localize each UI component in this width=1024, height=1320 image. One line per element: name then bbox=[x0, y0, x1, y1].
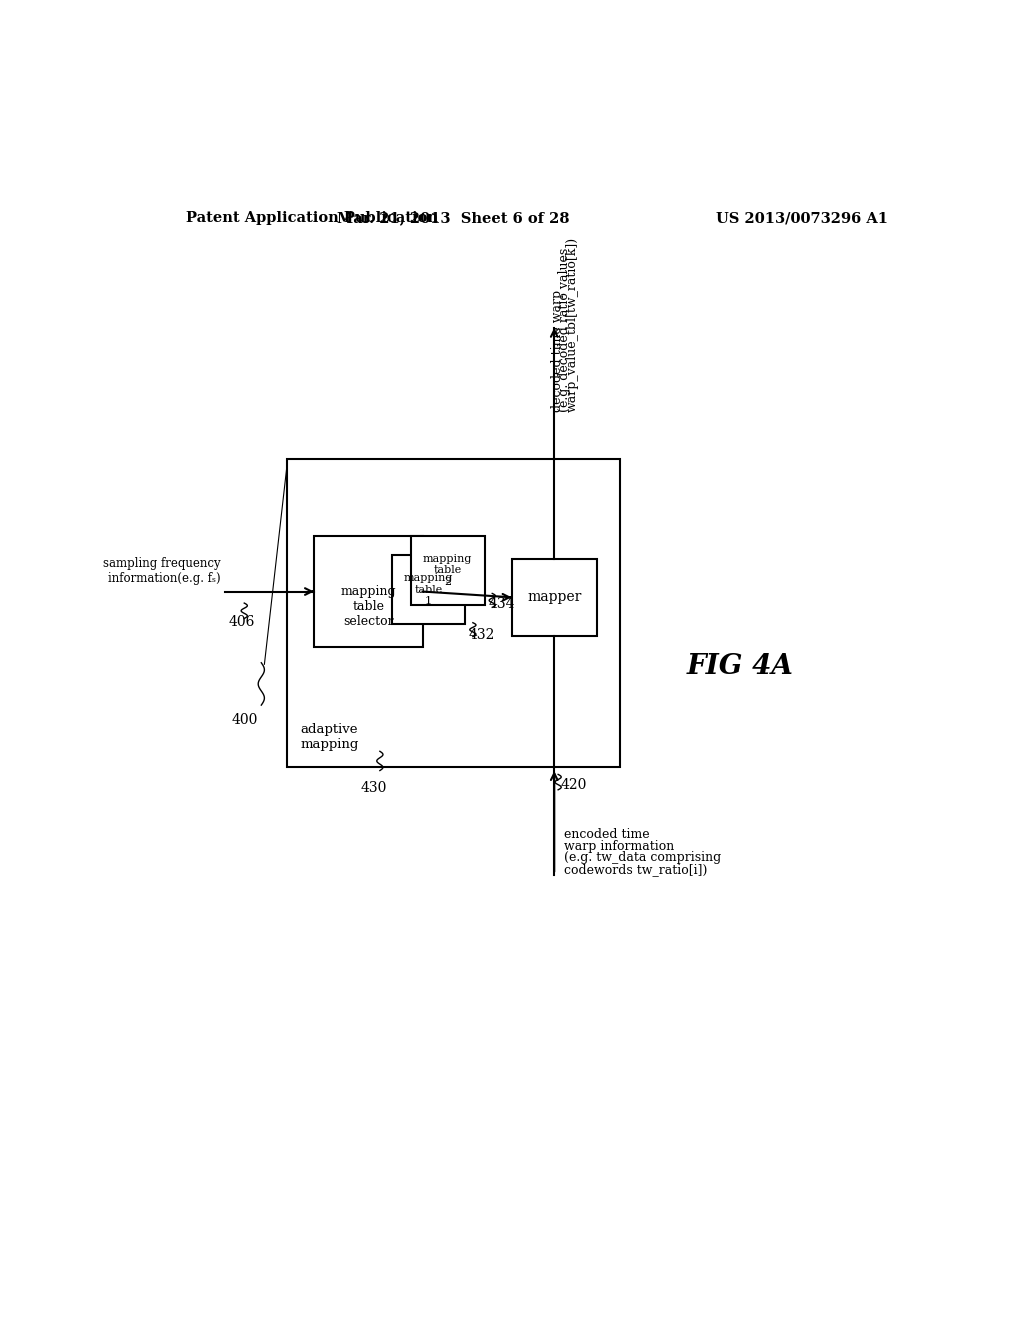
Text: mapping
table
2: mapping table 2 bbox=[423, 554, 472, 587]
Text: sampling frequency
information(e.g. fₛ): sampling frequency information(e.g. fₛ) bbox=[103, 557, 221, 585]
Text: encoded time: encoded time bbox=[563, 829, 649, 841]
Bar bbox=[391, 554, 465, 624]
Text: mapping
table
1: mapping table 1 bbox=[403, 573, 453, 606]
Bar bbox=[411, 536, 484, 605]
Text: warp_value_tbl[tw_ratio[k]): warp_value_tbl[tw_ratio[k]) bbox=[566, 238, 579, 412]
Text: mapper: mapper bbox=[527, 590, 582, 605]
Text: codewords tw_ratio[i]): codewords tw_ratio[i]) bbox=[563, 863, 707, 876]
Text: decoded time warp: decoded time warp bbox=[551, 290, 563, 412]
Text: 430: 430 bbox=[360, 780, 387, 795]
Text: 434: 434 bbox=[488, 597, 515, 611]
Text: (e.g. tw_data comprising: (e.g. tw_data comprising bbox=[563, 851, 721, 865]
Text: 406: 406 bbox=[228, 615, 255, 628]
Text: adaptive
mapping: adaptive mapping bbox=[301, 723, 359, 751]
Bar bbox=[314, 536, 423, 647]
Text: FIG 4A: FIG 4A bbox=[687, 653, 794, 680]
Text: (e.g. decoded ratio values: (e.g. decoded ratio values bbox=[558, 248, 571, 412]
Text: 420: 420 bbox=[560, 779, 587, 792]
Text: Patent Application Publication: Patent Application Publication bbox=[186, 211, 438, 226]
Text: mapping
table
selector: mapping table selector bbox=[340, 586, 396, 628]
Text: 400: 400 bbox=[231, 714, 258, 727]
Text: warp information: warp information bbox=[563, 840, 674, 853]
Text: Mar. 21, 2013  Sheet 6 of 28: Mar. 21, 2013 Sheet 6 of 28 bbox=[337, 211, 569, 226]
Text: 432: 432 bbox=[469, 628, 496, 642]
Text: US 2013/0073296 A1: US 2013/0073296 A1 bbox=[716, 211, 888, 226]
Bar bbox=[287, 459, 621, 767]
Bar bbox=[512, 558, 597, 636]
